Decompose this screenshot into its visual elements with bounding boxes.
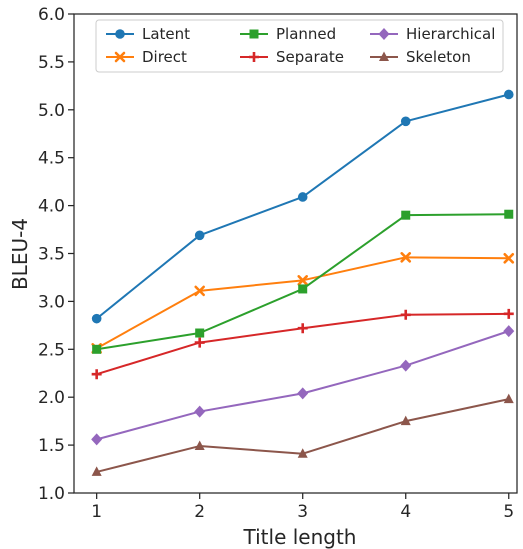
x-tick-label: 3 <box>297 502 308 522</box>
y-axis: 1.0 1.5 2.0 2.5 3.0 3.5 4.0 4.5 5.0 5.5 6.0 <box>38 5 74 504</box>
data-point-direct <box>297 275 309 286</box>
data-point-latent <box>297 192 308 202</box>
data-point-latent <box>503 89 514 100</box>
data-point-skeleton <box>503 393 514 404</box>
plot-area-border <box>73 13 518 494</box>
y-tick-label: 3.0 <box>38 292 65 312</box>
data-point-hierarchical <box>297 387 309 400</box>
data-point-planned <box>195 328 205 338</box>
data-point-direct <box>503 252 515 264</box>
legend-marker <box>249 52 259 62</box>
y-tick-label: 1.0 <box>38 484 65 504</box>
data-point-separate <box>91 369 102 380</box>
x-tick-label: 2 <box>194 502 205 522</box>
data-point-skeleton <box>297 448 308 458</box>
legend-entry-separate: Separate <box>240 48 344 66</box>
data-point-latent <box>91 313 102 324</box>
x-axis-title: Title length <box>243 525 357 549</box>
legend-marker <box>378 28 390 40</box>
data-point-latent <box>400 116 411 127</box>
data-point-hierarchical <box>503 325 515 338</box>
data-point-hierarchical <box>400 359 412 372</box>
legend-marker <box>115 29 125 39</box>
x-tick-label: 1 <box>91 502 102 522</box>
legend-marker <box>249 29 259 39</box>
series-hierarchical <box>91 325 515 446</box>
data-point-separate <box>503 308 514 319</box>
legend-label: Planned <box>276 25 336 43</box>
x-tick-label: 4 <box>400 502 411 522</box>
legend-marker <box>114 51 126 63</box>
data-point-direct <box>194 285 205 297</box>
y-tick-label: 3.5 <box>38 245 65 265</box>
data-point-planned <box>92 344 102 354</box>
legend-entry-hierarchical: Hierarchical <box>370 25 495 43</box>
legend-entry-direct: Direct <box>106 48 187 66</box>
y-tick-label: 4.0 <box>38 197 65 217</box>
series-separate <box>91 308 514 380</box>
series-skeleton <box>91 393 514 476</box>
legend-label: Skeleton <box>406 48 471 66</box>
y-tick-label: 2.0 <box>38 388 65 408</box>
data-point-skeleton <box>194 440 205 451</box>
data-point-hierarchical <box>91 433 103 446</box>
plot-frame <box>73 13 518 494</box>
legend: Latent Direct Planned Separate Hierarchical S… <box>95 19 504 73</box>
series-line-direct <box>96 256 509 350</box>
series-line-hierarchical <box>96 330 510 441</box>
legend-label: Direct <box>142 48 187 66</box>
data-point-separate <box>400 309 411 320</box>
data-point-skeleton <box>91 466 102 476</box>
x-tick-label: 5 <box>503 502 514 522</box>
y-axis-title: BLEU-4 <box>8 218 32 290</box>
y-tick-label: 1.5 <box>38 436 65 456</box>
legend-marker <box>379 51 389 61</box>
data-point-planned <box>504 209 514 219</box>
x-axis: 1 2 3 4 5 <box>91 493 514 522</box>
series-planned <box>92 209 514 354</box>
series-direct <box>91 252 515 354</box>
series-layer <box>91 89 515 476</box>
data-point-skeleton <box>400 415 411 426</box>
legend-box <box>95 19 504 73</box>
data-point-separate <box>194 337 205 348</box>
series-line-skeleton <box>96 398 509 473</box>
data-point-direct <box>400 252 412 263</box>
data-point-latent <box>194 230 205 241</box>
data-point-planned <box>401 210 411 220</box>
y-tick-label: 2.5 <box>38 340 65 360</box>
data-point-planned <box>298 284 308 294</box>
data-point-hierarchical <box>194 405 206 418</box>
legend-label: Latent <box>142 25 190 43</box>
data-point-separate <box>297 323 308 334</box>
legend-entry-latent: Latent <box>106 25 190 43</box>
legend-label: Separate <box>276 48 344 66</box>
legend-entry-planned: Planned <box>240 25 336 43</box>
legend-label: Hierarchical <box>406 25 495 43</box>
series-latent <box>91 89 514 324</box>
y-tick-label: 4.5 <box>38 149 65 169</box>
legend-entry-skeleton: Skeleton <box>370 48 471 66</box>
y-tick-label: 6.0 <box>38 5 65 25</box>
y-tick-label: 5.0 <box>38 101 65 121</box>
y-tick-label: 5.5 <box>38 53 65 73</box>
series-line-separate <box>96 312 509 376</box>
